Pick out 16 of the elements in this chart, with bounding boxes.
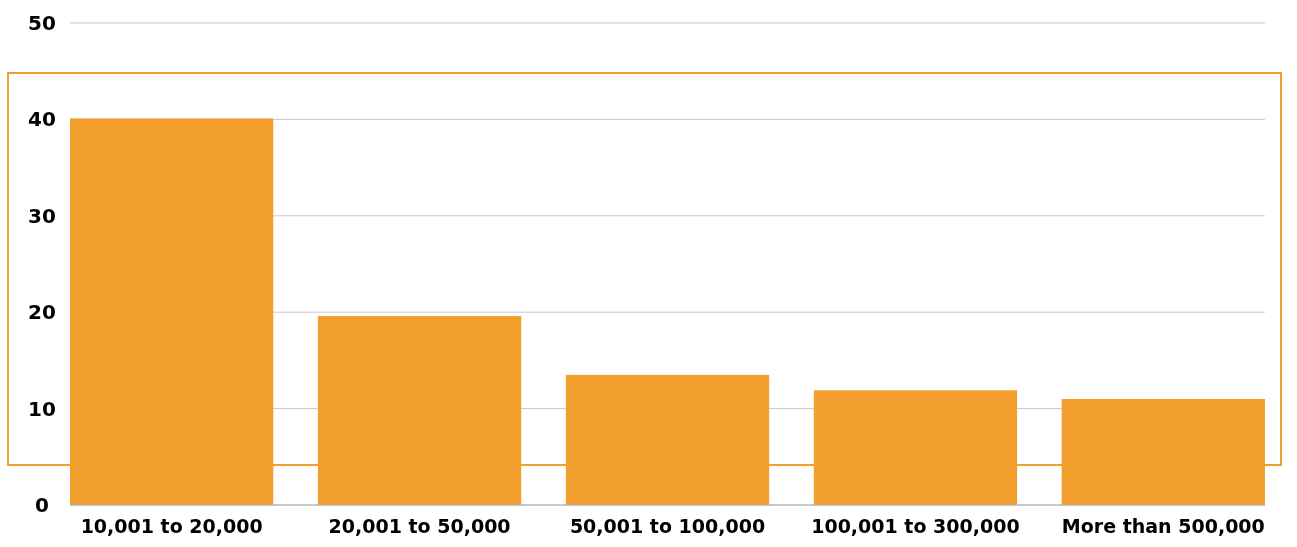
y-tick-label: 40 — [28, 107, 56, 132]
y-tick-label: 20 — [28, 300, 56, 325]
x-tick-label: 20,001 to 50,000 — [328, 515, 511, 537]
bar — [70, 118, 274, 505]
x-tick-label: 100,001 to 300,000 — [811, 515, 1020, 537]
x-tick-label: 50,001 to 100,000 — [569, 515, 766, 537]
bar — [1061, 398, 1265, 505]
y-tick-label: 0 — [35, 493, 49, 517]
bar — [317, 316, 522, 505]
bar — [813, 390, 1018, 505]
x-tick-label: 10,001 to 20,000 — [80, 515, 263, 537]
bar — [565, 374, 770, 505]
y-tick-label: 50 — [28, 11, 56, 35]
y-tick-label: 10 — [28, 396, 56, 421]
y-tick-label: 30 — [28, 203, 56, 228]
x-tick-label: More than 500,000 — [1061, 515, 1265, 537]
